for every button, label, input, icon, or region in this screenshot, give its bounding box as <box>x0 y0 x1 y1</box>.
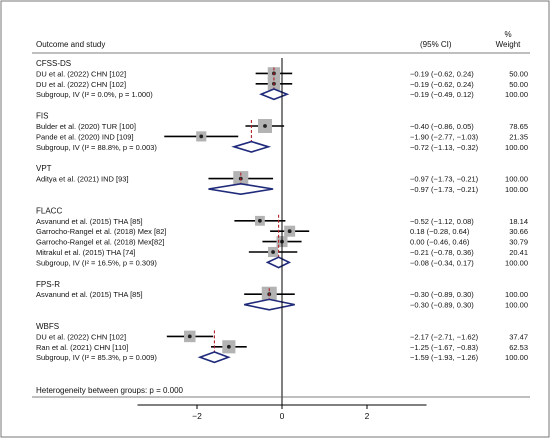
header-row: Outcome and study (95% CI) % Weight <box>36 30 521 49</box>
group-label: VPT <box>36 164 52 173</box>
header-outcome-study: Outcome and study <box>36 40 105 49</box>
study-label: DU et al. (2022) CHN [102] <box>36 332 126 341</box>
study-point <box>271 250 275 254</box>
study-weight: 20.41 <box>509 248 528 257</box>
study-weight: 50.00 <box>509 80 528 89</box>
subgroup-weight: 100.00 <box>505 143 528 152</box>
subgroup-weight: 100.00 <box>505 185 528 194</box>
subgroup-diamond <box>208 182 274 196</box>
group-label: CFSS-DS <box>36 59 71 68</box>
study-label: DU et al. (2022) CHN [102] <box>36 80 126 89</box>
study-label: Asvanund et al. (2015) THA [85] <box>36 217 143 226</box>
subgroup-diamond <box>197 351 231 364</box>
study-weight: 100.00 <box>505 290 528 299</box>
study-label: Mitrakul et al. (2015) THA [74] <box>36 248 136 257</box>
group-label: FIS <box>36 112 48 121</box>
subgroup-diamond <box>231 140 272 153</box>
study-label: DU et al. (2022) CHN [102] <box>36 69 126 78</box>
study-point <box>263 124 267 128</box>
study-point <box>258 218 262 223</box>
study-label: Garrocho-Rangel et al. (2018) Mex[82] <box>36 238 164 247</box>
subgroup-label: Subgroup, IV (I² = 85.3%, p = 0.009) <box>36 353 157 362</box>
study-ci-text: −0.40 (−0.86, 0.05) <box>410 122 474 131</box>
study-ci-text: −2.17 (−2.71, −1.62) <box>410 332 479 341</box>
study-ci-text: −1.25 (−1.67, −0.83) <box>410 343 479 352</box>
study-label: Pande et al. (2020) IND [109] <box>36 132 134 141</box>
subgroup-ci-text: −0.19 (−0.49, 0.12) <box>410 90 474 99</box>
study-label: Ran et al. (2021) CHN [110] <box>36 343 128 352</box>
study-point <box>226 344 231 349</box>
x-tick-label: −2 <box>192 411 202 421</box>
study-ci-text: −0.97 (−1.73, −0.21) <box>410 175 479 184</box>
subgroup-weight: 100.00 <box>505 90 528 99</box>
study-ci-text: −0.21 (−0.78, 0.36) <box>410 248 474 257</box>
study-ci-text: −1.90 (−2.77, −1.03) <box>410 132 479 141</box>
study-label: Asvanund et al. (2015) THA [85] <box>36 290 143 299</box>
study-point <box>287 229 292 234</box>
subgroup-weight: 100.00 <box>505 301 528 310</box>
x-axis: −2 0 2 <box>137 404 427 421</box>
study-weight: 62.53 <box>509 343 528 352</box>
study-ci-text: 0.18 (−0.28, 0.64) <box>410 227 470 236</box>
header-weight-percent: % <box>504 30 511 39</box>
x-tick-label: 0 <box>280 411 285 421</box>
subgroup-ci-text: −1.59 (−1.93, −1.26) <box>410 353 479 362</box>
subgroup-ci-text: −0.97 (−1.73, −0.21) <box>410 185 479 194</box>
study-label: Bulder et al. (2020) TUR [100] <box>36 122 136 131</box>
study-ci-text: −0.30 (−0.89, 0.30) <box>410 290 474 299</box>
study-weight: 100.00 <box>505 175 528 184</box>
study-weight: 18.14 <box>509 217 528 226</box>
study-ci-text: −0.52 (−1.12, 0.08) <box>410 217 474 226</box>
x-tick-label: 2 <box>365 411 370 421</box>
group-label: WBFS <box>36 322 59 331</box>
study-ci-text: −0.19 (−0.62, 0.24) <box>410 69 474 78</box>
subgroup-label: Subgroup, IV (I² = 16.5%, p = 0.309) <box>36 258 157 267</box>
header-weight: Weight <box>496 40 522 49</box>
study-label: Garrocho-Rangel et al. (2018) Mex [82] <box>36 227 166 236</box>
subgroup-label: Subgroup, IV (I² = 88.8%, p = 0.003) <box>36 143 157 152</box>
study-weight: 50.00 <box>509 69 528 78</box>
study-weight: 37.47 <box>509 332 528 341</box>
heterogeneity-footer: Heterogeneity between groups: p = 0.000 <box>36 386 184 395</box>
subgroup-diamond <box>244 298 295 311</box>
subgroup-ci-text: −0.72 (−1.13, −0.32) <box>410 143 479 152</box>
subgroup-label: Subgroup, IV (I² = 0.0%, p = 1.000) <box>36 90 153 99</box>
study-point <box>199 134 204 139</box>
study-point <box>187 334 192 339</box>
subgroup-ci-text: −0.08 (−0.34, 0.17) <box>410 258 474 267</box>
study-ci-text: 0.00 (−0.46, 0.46) <box>410 238 470 247</box>
chart-marks <box>164 58 310 405</box>
subgroup-weight: 100.00 <box>505 258 528 267</box>
subgroup-diamond <box>265 256 292 269</box>
group-label: FLACC <box>36 206 62 215</box>
study-weight: 30.66 <box>509 227 528 236</box>
group-label: FPS-R <box>36 280 60 289</box>
study-ci-text: −0.19 (−0.62, 0.24) <box>410 80 474 89</box>
subgroup-weight: 100.00 <box>505 353 528 362</box>
study-weight: 78.65 <box>509 122 528 131</box>
subgroup-diamond <box>259 88 290 101</box>
header-ci: (95% CI) <box>420 40 452 49</box>
subgroup-ci-text: −0.30 (−0.89, 0.30) <box>410 301 474 310</box>
study-weight: 21.35 <box>509 132 528 141</box>
study-label: Aditya et al. (2021) IND [93] <box>36 175 129 184</box>
study-weight: 30.79 <box>509 238 528 247</box>
